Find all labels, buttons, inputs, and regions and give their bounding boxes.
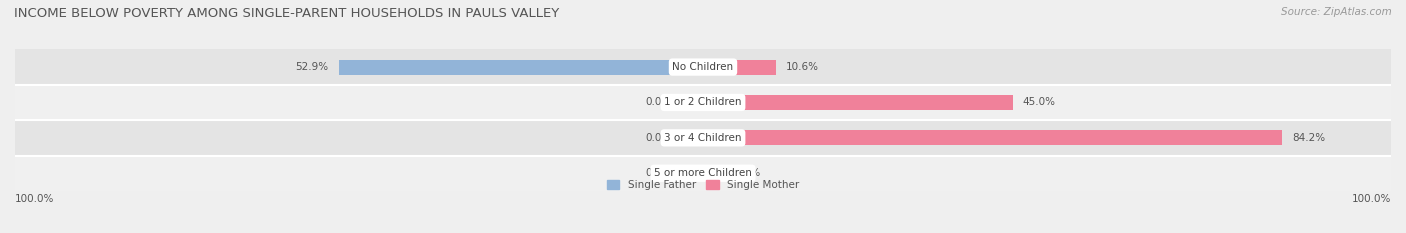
- Bar: [682, 130, 703, 145]
- Bar: [15, 85, 1391, 120]
- Bar: [703, 95, 1012, 110]
- Bar: [15, 120, 1391, 156]
- Text: 0.0%: 0.0%: [734, 168, 761, 178]
- Bar: [682, 95, 703, 110]
- Text: 0.0%: 0.0%: [645, 168, 672, 178]
- Text: 5 or more Children: 5 or more Children: [654, 168, 752, 178]
- Bar: [15, 49, 1391, 85]
- Text: 45.0%: 45.0%: [1024, 97, 1056, 107]
- Text: 52.9%: 52.9%: [295, 62, 329, 72]
- Text: 0.0%: 0.0%: [645, 133, 672, 143]
- Bar: [703, 60, 776, 75]
- Bar: [703, 130, 1282, 145]
- Bar: [703, 166, 724, 181]
- Text: 3 or 4 Children: 3 or 4 Children: [664, 133, 742, 143]
- Text: No Children: No Children: [672, 62, 734, 72]
- Legend: Single Father, Single Mother: Single Father, Single Mother: [607, 180, 799, 190]
- Bar: [682, 166, 703, 181]
- Text: INCOME BELOW POVERTY AMONG SINGLE-PARENT HOUSEHOLDS IN PAULS VALLEY: INCOME BELOW POVERTY AMONG SINGLE-PARENT…: [14, 7, 560, 20]
- Text: Source: ZipAtlas.com: Source: ZipAtlas.com: [1281, 7, 1392, 17]
- Text: 100.0%: 100.0%: [1351, 194, 1391, 204]
- Bar: [15, 156, 1391, 191]
- Text: 100.0%: 100.0%: [15, 194, 55, 204]
- Text: 1 or 2 Children: 1 or 2 Children: [664, 97, 742, 107]
- Text: 84.2%: 84.2%: [1292, 133, 1326, 143]
- Text: 10.6%: 10.6%: [786, 62, 820, 72]
- Text: 0.0%: 0.0%: [645, 97, 672, 107]
- Bar: [339, 60, 703, 75]
